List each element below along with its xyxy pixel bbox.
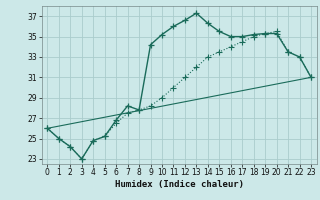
X-axis label: Humidex (Indice chaleur): Humidex (Indice chaleur)	[115, 180, 244, 189]
